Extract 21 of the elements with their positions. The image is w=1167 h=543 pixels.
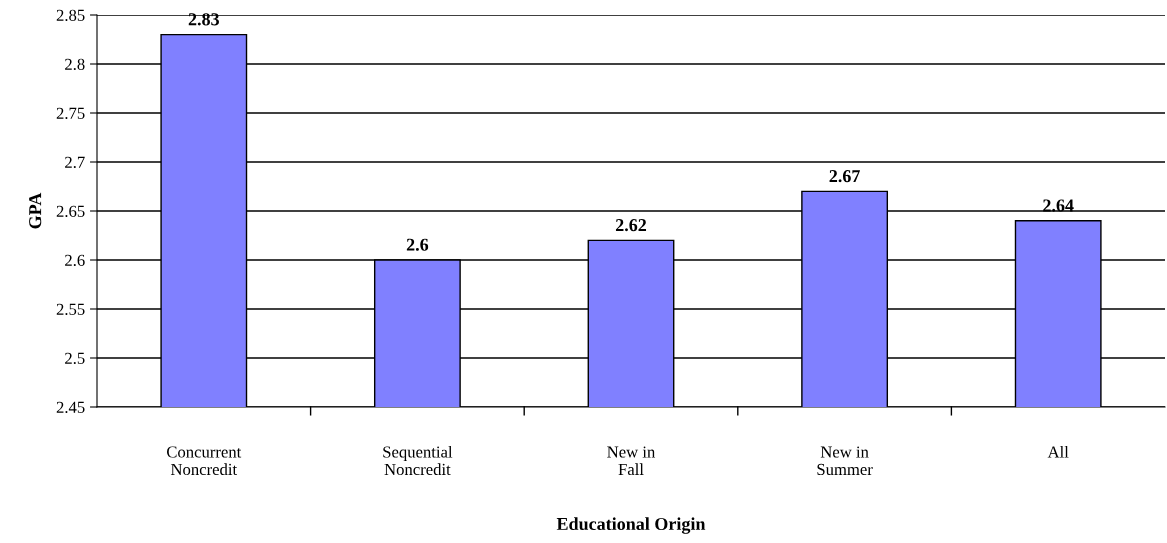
data-label: 2.67 xyxy=(829,170,860,183)
data-label: 2.6 xyxy=(406,238,429,251)
data-label: 2.64 xyxy=(1043,199,1074,212)
x-tick-label: All xyxy=(1047,445,1069,458)
x-tick-label: Concurrent Noncredit xyxy=(167,446,242,476)
y-tick-label: 2.55 xyxy=(56,303,85,316)
y-tick-label: 2.7 xyxy=(65,156,85,169)
data-label: 2.83 xyxy=(188,13,219,26)
x-axis-title: Educational Origin xyxy=(556,517,706,534)
y-axis-title: GPA xyxy=(29,192,42,229)
y-tick-label: 2.6 xyxy=(65,254,85,267)
y-tick-label: 2.45 xyxy=(56,401,85,414)
y-tick-label: 2.8 xyxy=(65,58,85,71)
x-tick-label: New in Summer xyxy=(817,446,873,476)
y-tick-label: 2.85 xyxy=(56,9,85,22)
y-tick-label: 2.65 xyxy=(56,205,85,218)
y-tick-label: 2.5 xyxy=(65,352,85,365)
x-tick-label: New in Fall xyxy=(607,446,656,476)
x-tick-label: Sequential Noncredit xyxy=(383,445,453,476)
data-label: 2.62 xyxy=(615,219,647,232)
y-tick-label: 2.75 xyxy=(56,107,85,120)
